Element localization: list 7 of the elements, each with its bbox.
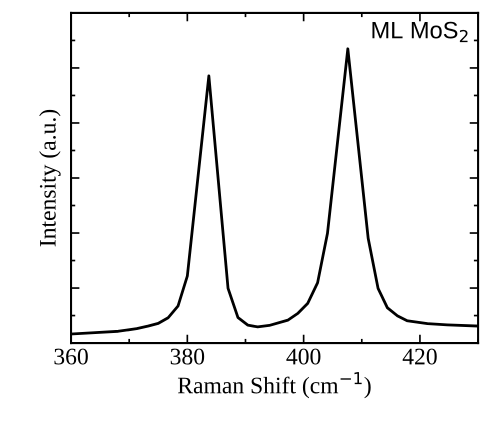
x-tick-label: 400 [286,348,320,365]
x-tick-label: 380 [170,348,204,365]
text: ML MoS$_{2}$ [372,22,468,42]
x-axis-title: Raman Shift (cm$^{−1}$) [178,372,371,398]
x-tick-label: 420 [402,348,437,365]
y-axis-title: Intensity (a.u.) [39,110,61,246]
x-tick-label: 360 [54,348,88,365]
